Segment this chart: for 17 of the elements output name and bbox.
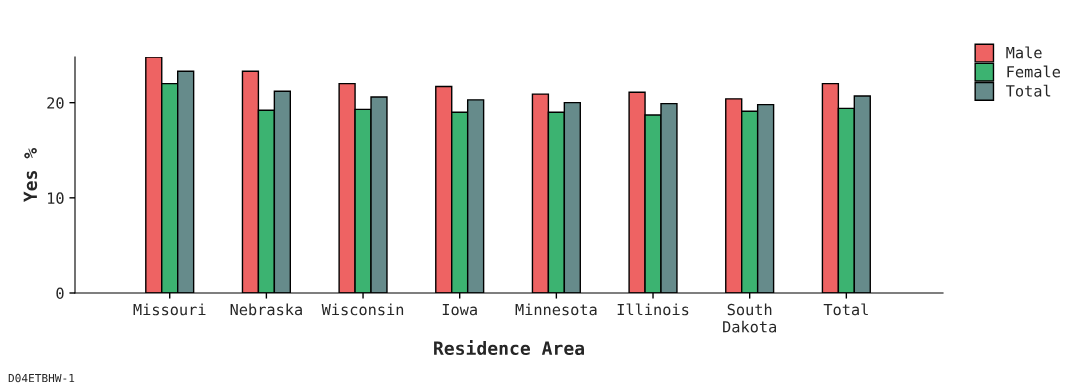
y-tick-label: 20 (47, 97, 64, 109)
text: D04ETBHW-1 (8, 373, 75, 383)
x-tick-label: Minnesota (515, 303, 597, 316)
legend-label: Total (1006, 84, 1051, 97)
x-tick-label: Nebraska (230, 303, 302, 316)
x-tick-label: Iowa (442, 303, 477, 316)
x-tick-label: Wisconsin (321, 303, 404, 316)
y-axis-title: Yes % (23, 147, 38, 203)
x-tick-label: South Dakota (723, 303, 776, 333)
legend-label: Female (1007, 65, 1060, 78)
y-tick-label: 10 (48, 192, 64, 204)
legend-label: Male (1006, 46, 1042, 59)
y-tick-label: 0 (56, 287, 64, 300)
x-tick-label: Illinois (617, 303, 689, 316)
x-axis-title: Residence Area (434, 340, 584, 356)
x-tick-label: Missouri (133, 303, 206, 316)
x-tick-label: Total (823, 303, 868, 316)
